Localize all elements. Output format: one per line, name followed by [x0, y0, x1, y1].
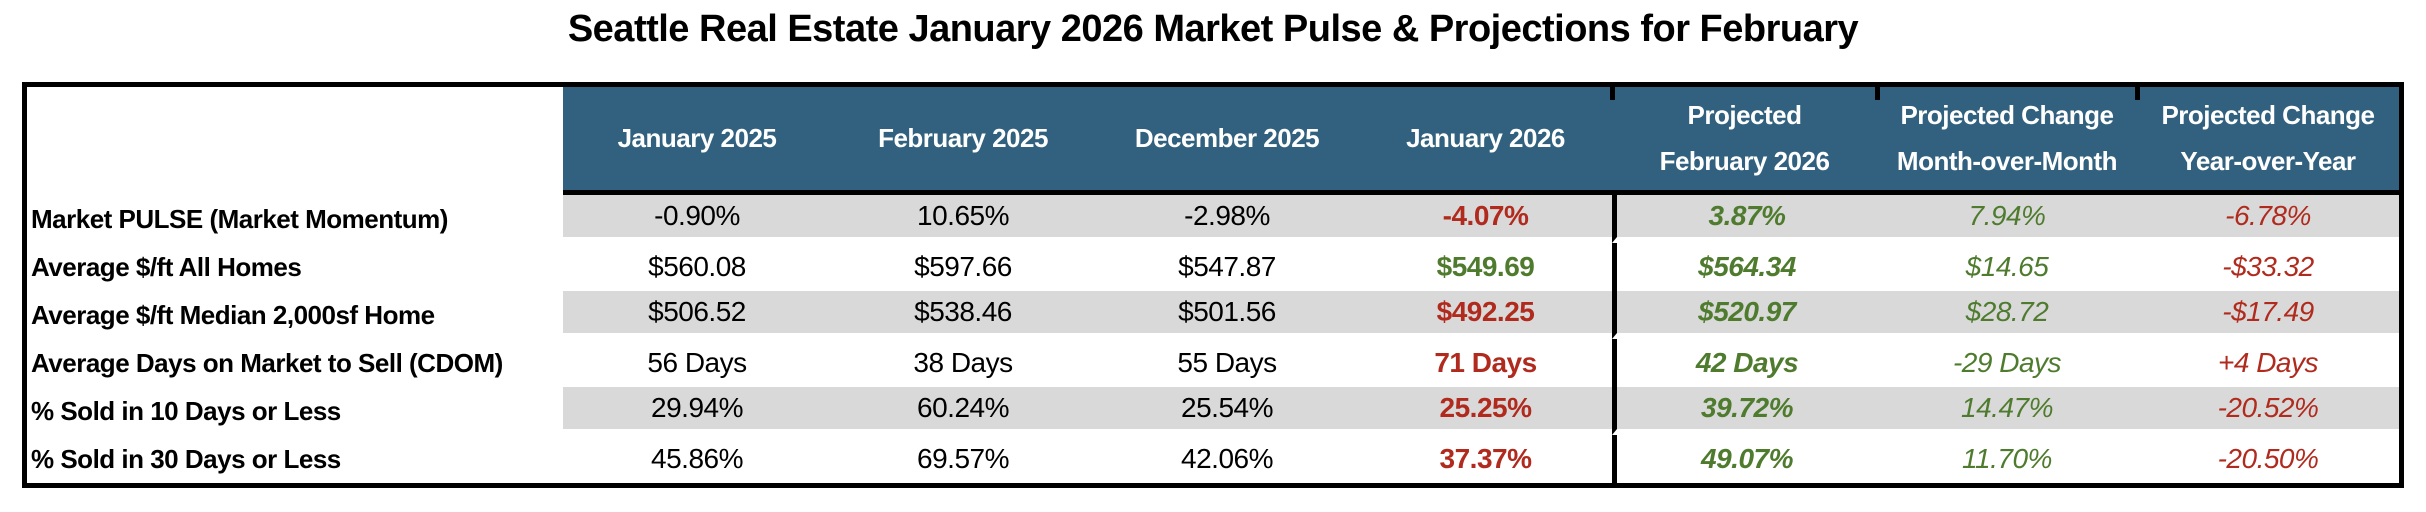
data-cell: +4 Days — [2218, 347, 2319, 378]
data-cell: 38 Days — [913, 347, 1013, 378]
data-cell: 60.24% — [831, 387, 1095, 435]
data-cell: -$17.49 — [2137, 291, 2399, 339]
data-cell: $492.25 — [1359, 291, 1612, 339]
data-cell: $520.97 — [1612, 291, 1877, 339]
data-cell: 39.72% — [1612, 387, 1877, 435]
col-header-line: Month-over-Month — [1896, 145, 2118, 176]
data-cell: 7.94% — [1877, 195, 2137, 243]
data-cell: 55 Days — [1177, 347, 1277, 378]
col-header-january-2025: January 2025 — [563, 87, 831, 195]
data-cell: 11.70% — [1962, 443, 2052, 474]
row-label: % Sold in 30 Days or Less — [27, 435, 563, 483]
col-header-projected-change-yoy: Projected Change Year-over-Year — [2137, 87, 2399, 195]
col-header-line: Projected Change — [2161, 100, 2375, 130]
header-divider-tick — [1875, 87, 1880, 100]
data-cell: -2.98% — [1095, 195, 1359, 243]
col-header-line: February 2026 — [1659, 145, 1830, 176]
data-cell: 3.87% — [1612, 195, 1877, 243]
data-cell: 29.94% — [563, 387, 831, 435]
data-cell: $501.56 — [1095, 291, 1359, 339]
data-cell: $538.46 — [831, 291, 1095, 339]
row-label: % Sold in 10 Days or Less — [27, 387, 563, 435]
data-cell: $560.08 — [648, 251, 746, 282]
data-cell: $547.87 — [1178, 251, 1276, 282]
header-divider-tick — [1610, 87, 1615, 100]
data-cell: 25.54% — [1095, 387, 1359, 435]
data-cell: 25.25% — [1359, 387, 1612, 435]
data-cell: 49.07% — [1612, 435, 1877, 483]
data-cell: $549.69 — [1436, 251, 1535, 282]
data-cell: 45.86% — [651, 443, 743, 474]
data-cell: -$33.32 — [2222, 251, 2314, 282]
col-header-line: Year-over-Year — [2180, 145, 2356, 176]
row-label: Average $/ft All Homes — [27, 243, 563, 291]
col-header-december-2025: December 2025 — [1095, 87, 1359, 195]
data-cell: 37.37% — [1439, 443, 1532, 474]
row-label: Average Days on Market to Sell (CDOM) — [27, 339, 563, 387]
col-header-line: January 2025 — [617, 122, 777, 153]
data-cell: -20.50% — [2217, 443, 2319, 474]
data-cell: 42.06% — [1181, 443, 1273, 474]
corner-cell — [27, 87, 563, 195]
data-cell: -29 Days — [1952, 347, 2062, 378]
data-cell: 42 Days — [1612, 339, 1877, 387]
data-cell: 71 Days — [1434, 347, 1537, 378]
col-header-projected-february-2026: Projected February 2026 — [1612, 87, 1877, 195]
market-pulse-table: January 2025 February 2025 December 2025… — [22, 82, 2404, 488]
col-header-line: January 2026 — [1406, 122, 1565, 153]
col-header-line: Projected — [1687, 100, 1803, 130]
data-cell: $564.34 — [1612, 243, 1877, 291]
col-header-line: Projected Change — [1900, 100, 2114, 130]
row-label: Average $/ft Median 2,000sf Home — [27, 291, 563, 339]
data-cell: 10.65% — [831, 195, 1095, 243]
data-cell: 56 Days — [647, 347, 747, 378]
col-header-line: December 2025 — [1134, 122, 1320, 153]
col-header-projected-change-mom: Projected Change Month-over-Month — [1877, 87, 2137, 195]
data-cell: -20.52% — [2137, 387, 2399, 435]
data-cell: 14.47% — [1877, 387, 2137, 435]
col-header-january-2026: January 2026 — [1359, 87, 1612, 195]
page-title: Seattle Real Estate January 2026 Market … — [567, 8, 1859, 50]
data-cell: 69.57% — [917, 443, 1009, 474]
data-cell: $14.65 — [1965, 251, 2049, 282]
data-cell: -6.78% — [2137, 195, 2399, 243]
data-cell: $506.52 — [563, 291, 831, 339]
data-cell: -4.07% — [1359, 195, 1612, 243]
col-header-line: February 2025 — [878, 122, 1048, 153]
col-header-february-2025: February 2025 — [831, 87, 1095, 195]
header-divider-tick — [2135, 87, 2140, 100]
row-label: Market PULSE (Market Momentum) — [27, 195, 563, 243]
data-cell: $597.66 — [914, 251, 1012, 282]
data-cell: $28.72 — [1877, 291, 2137, 339]
data-cell: -0.90% — [563, 195, 831, 243]
